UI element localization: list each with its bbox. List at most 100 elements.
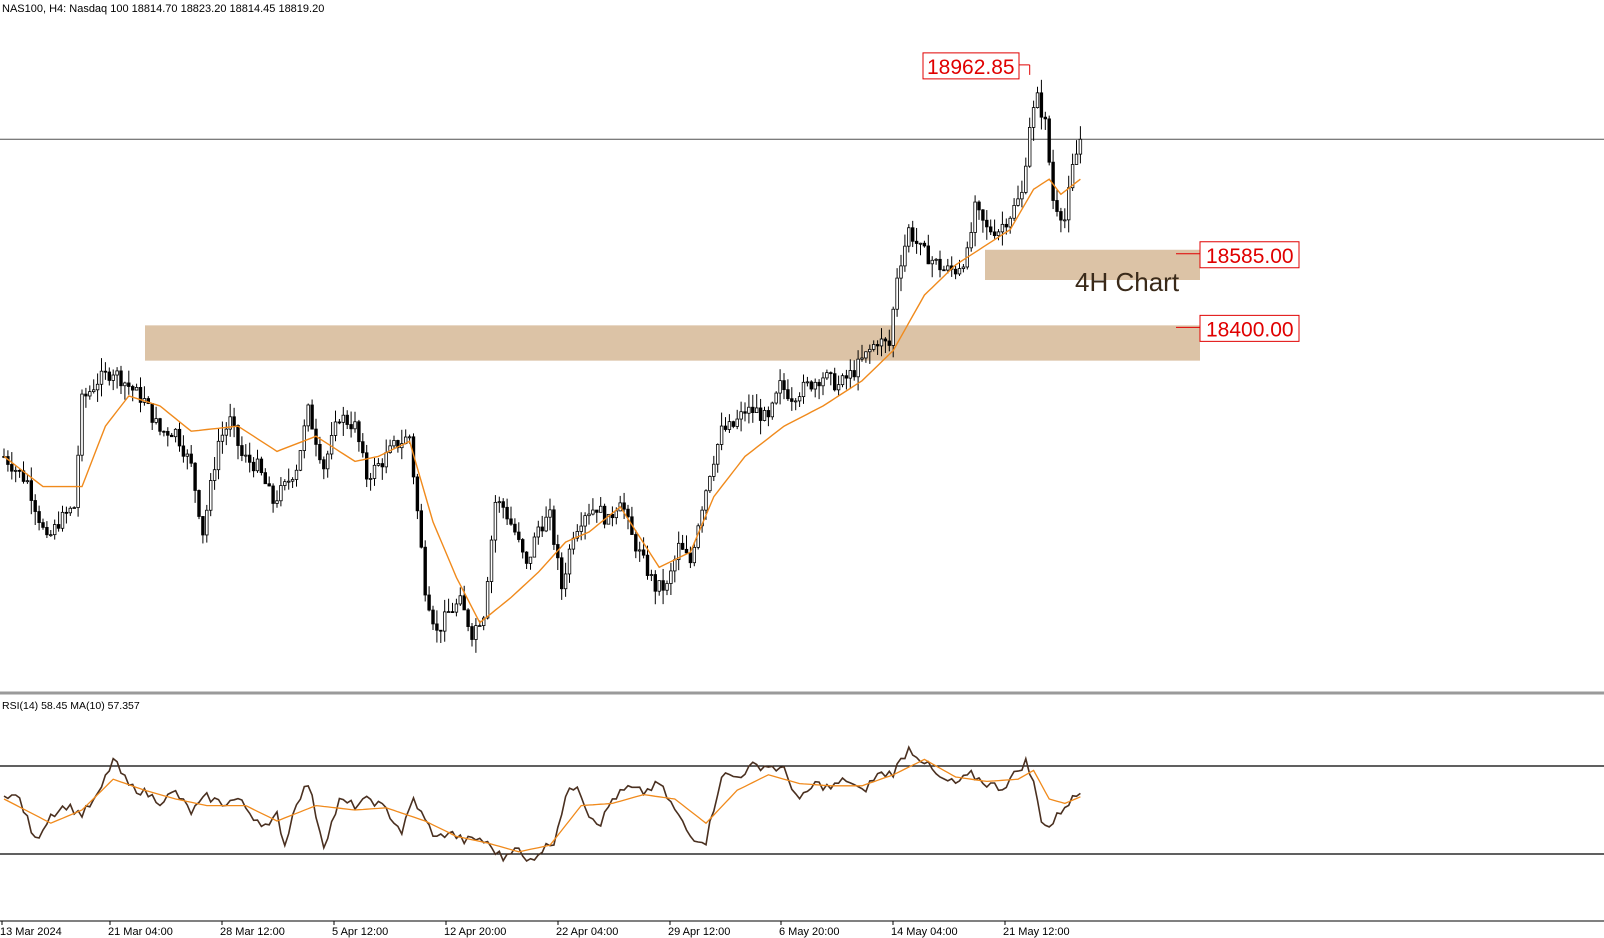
candle-body [329, 435, 334, 455]
candle-body [790, 398, 794, 402]
candle-body [298, 450, 303, 471]
candle-body [731, 421, 735, 427]
candle-body [349, 424, 353, 430]
candle-body [322, 459, 326, 470]
time-tick-label: 21 May 12:00 [1003, 926, 1070, 938]
candle-body [673, 559, 677, 572]
candle-body [817, 381, 821, 387]
high-price-label: 18962.85 [927, 56, 1015, 79]
candle-body [989, 226, 993, 233]
candle-body [953, 268, 958, 275]
candle-body [64, 511, 69, 514]
candle-body [992, 231, 997, 237]
candle-body [45, 526, 49, 536]
candle-body [1008, 217, 1012, 228]
candle-body [99, 370, 104, 385]
rsi-line [3, 745, 1081, 863]
candle-body [442, 611, 447, 632]
candle-body [290, 479, 295, 482]
candle-body [286, 480, 291, 483]
candle-body [228, 416, 232, 430]
time-tick-label: 12 Apr 20:00 [444, 926, 506, 938]
candle-body [310, 404, 314, 430]
candle-body [384, 452, 388, 468]
candle-body [821, 377, 825, 387]
candle-body [708, 476, 712, 492]
candle-body [634, 534, 638, 552]
candle-body [208, 480, 213, 511]
time-axis: 13 Mar 2024 21 Mar 04:00 28 Mar 12:00 5 Apr… [0, 921, 1070, 938]
candle-body [856, 358, 860, 378]
candle-body [836, 384, 841, 391]
candle-body [255, 458, 260, 472]
candle-body [645, 554, 650, 576]
candle-body [427, 594, 431, 611]
candle-body [1078, 138, 1083, 155]
candle-body [119, 370, 123, 387]
candle-body [739, 411, 743, 420]
candle-body [220, 434, 225, 442]
candle-body [162, 430, 166, 433]
candle-body [181, 445, 186, 457]
candle-body [1043, 116, 1047, 120]
candle-body [653, 574, 657, 592]
candle-body [236, 425, 240, 446]
candle-body [279, 485, 283, 502]
candle-body [251, 461, 256, 472]
candle-body [372, 464, 377, 479]
candle-body [368, 478, 373, 480]
candle-body [669, 570, 673, 584]
candle-body [353, 421, 357, 430]
candle-body [201, 516, 205, 536]
candle-body [899, 265, 903, 279]
candle-body [470, 626, 474, 640]
candle-body [25, 480, 30, 483]
candle-body [977, 201, 981, 211]
candle-body [743, 411, 747, 414]
candle-body [49, 534, 53, 537]
time-tick-label: 29 Apr 12:00 [668, 926, 730, 938]
candle-body [879, 338, 884, 347]
candle-body [1028, 127, 1032, 167]
candle-body [591, 509, 595, 515]
candle-body [579, 525, 583, 532]
candle-body [825, 372, 829, 379]
candle-body [103, 370, 108, 373]
candle-body [197, 490, 201, 517]
time-tick-label: 14 May 04:00 [891, 926, 958, 938]
candle-body [957, 268, 962, 275]
candle-body [840, 375, 845, 386]
candle-body [111, 374, 115, 381]
candle-body [961, 266, 966, 269]
candle-body [247, 454, 252, 463]
candle-body [1055, 200, 1059, 212]
candle-body [244, 454, 248, 457]
candle-body [521, 539, 525, 553]
candle-body [489, 539, 494, 582]
candle-body [1031, 107, 1036, 128]
candle-body [875, 344, 880, 347]
candle-body [1039, 92, 1044, 118]
candle-body [934, 258, 938, 261]
candle-body [922, 242, 927, 247]
candle-body [903, 245, 907, 267]
candle-body [302, 425, 306, 451]
candle-body [688, 552, 693, 564]
candle-body [1024, 165, 1028, 193]
candle-body [415, 476, 420, 512]
candle-body [786, 389, 790, 400]
candle-body [267, 483, 271, 487]
candle-body [283, 481, 287, 486]
candle-body [833, 373, 837, 391]
candle-body [193, 462, 197, 491]
candlestick-series [2, 79, 1083, 653]
candle-body [166, 430, 170, 436]
candle-body [80, 393, 84, 456]
zone2-marker: 18400.00 [1176, 314, 1300, 342]
candle-body [407, 436, 412, 439]
high-marker: 18962.85 [922, 52, 1031, 80]
candle-body [809, 381, 813, 390]
candle-body [552, 509, 556, 545]
time-tick-label: 5 Apr 12:00 [332, 926, 388, 938]
candle-body [755, 407, 759, 414]
